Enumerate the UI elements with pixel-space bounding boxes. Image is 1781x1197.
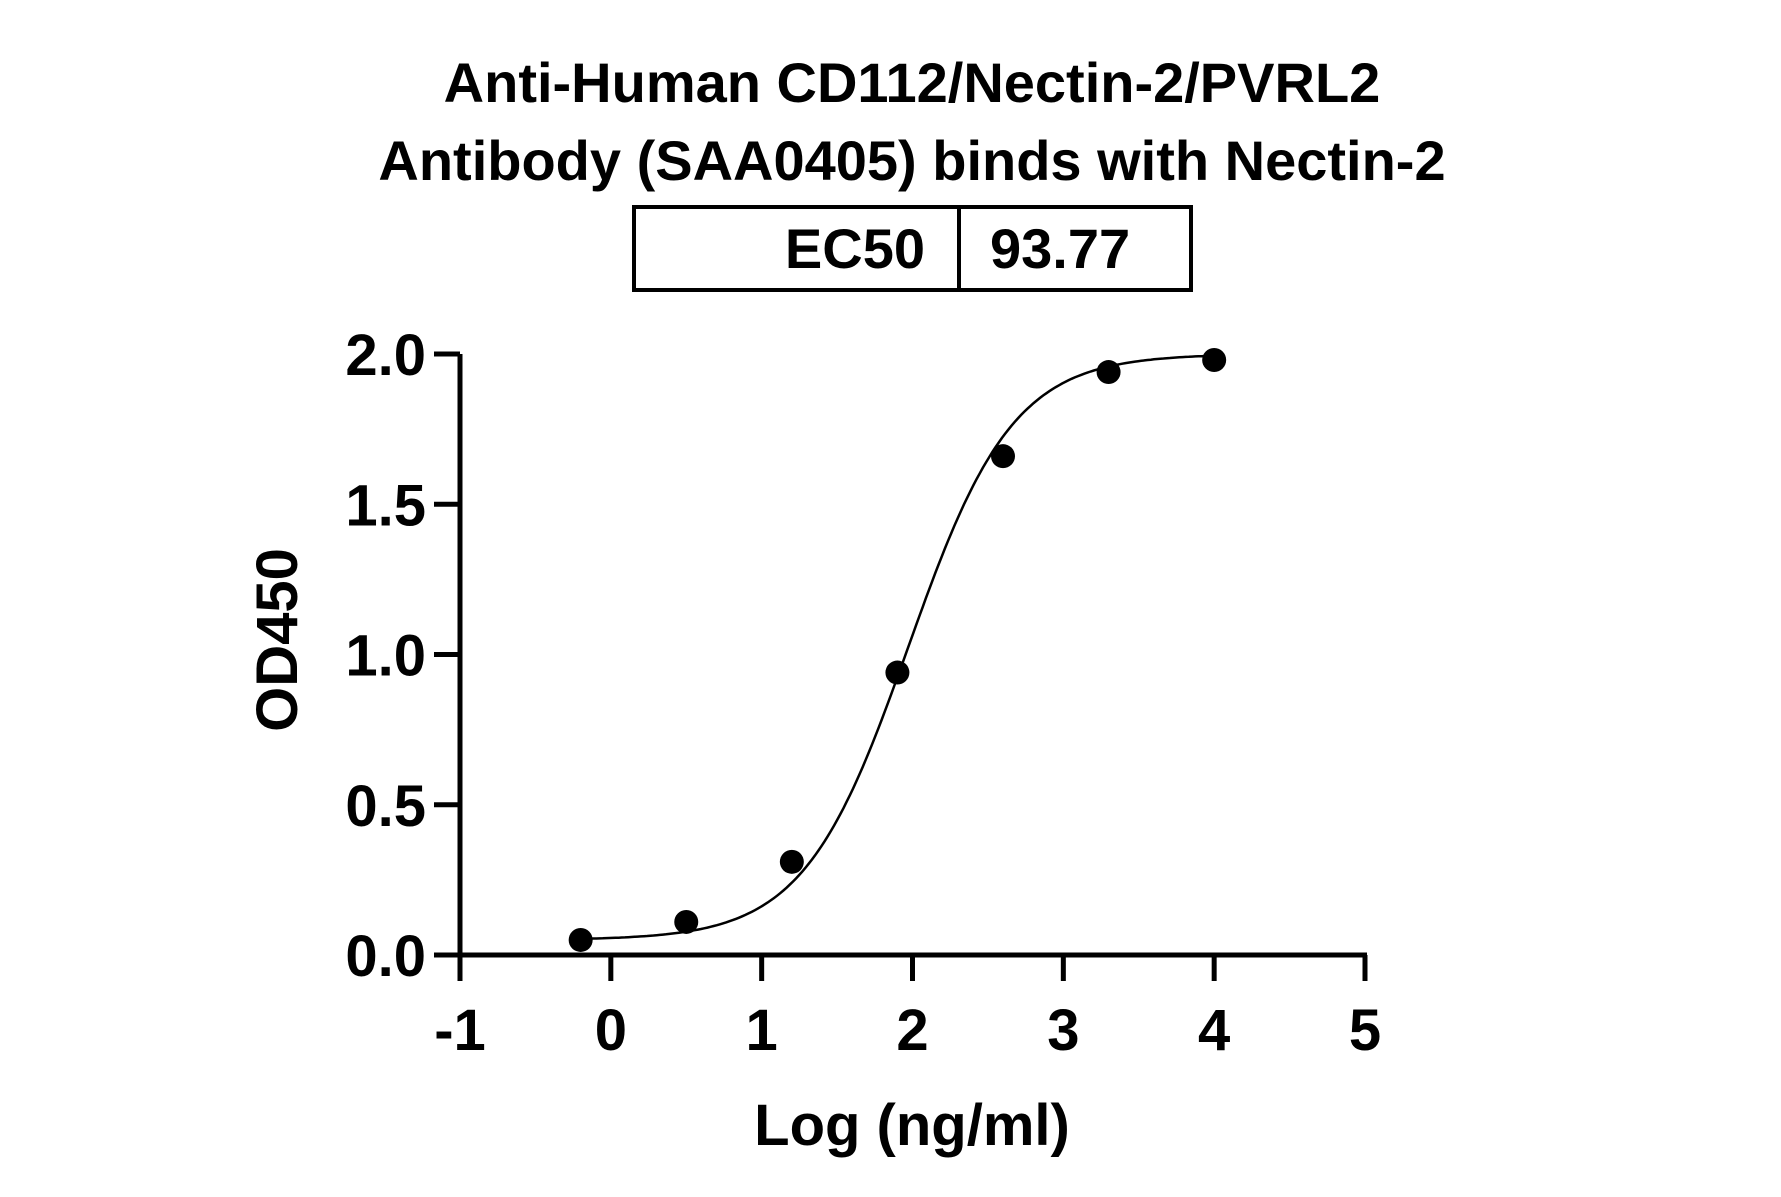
- data-point: [779, 849, 804, 874]
- data-point: [991, 444, 1015, 469]
- ec50-table: EC50 93.77: [632, 205, 1193, 292]
- y-tick-label: 0.5: [345, 774, 426, 839]
- data-point: [1202, 348, 1227, 373]
- data-points: [568, 348, 1227, 952]
- ec50-table-border: [632, 205, 1193, 292]
- axes: -1 0 1 2 3 4 5 0.0 0.5 1.0 1.5 2.0: [345, 323, 1381, 1063]
- chart-title-line-2: Antibody (SAA0405) binds with Nectin-2: [378, 129, 1445, 192]
- fit-curve: [580, 354, 1215, 941]
- chart-title-line-1: Anti-Human CD112/Nectin-2/PVRL2: [444, 51, 1381, 114]
- x-tick-label: 3: [1047, 998, 1079, 1063]
- x-tick-label: 5: [1349, 998, 1381, 1063]
- y-tick-label: 2.0: [345, 323, 426, 388]
- data-point: [674, 909, 699, 934]
- x-axis-label: Log (ng/ml): [754, 1093, 1070, 1158]
- x-tick-label: 2: [896, 998, 928, 1063]
- data-point: [1096, 360, 1121, 385]
- x-tick-label: 1: [746, 998, 778, 1063]
- x-tick-label: -1: [434, 998, 486, 1063]
- y-axis-label: OD450: [245, 548, 310, 732]
- data-point: [885, 660, 910, 685]
- y-tick-label: 1.0: [345, 624, 426, 689]
- ec50-value: 93.77: [990, 217, 1130, 280]
- x-tick-label: 4: [1198, 998, 1230, 1063]
- ec50-label: EC50: [785, 217, 925, 280]
- data-point: [568, 927, 593, 952]
- x-tick-label: 0: [595, 998, 627, 1063]
- y-tick-label: 0.0: [345, 924, 426, 989]
- y-tick-label: 1.5: [345, 473, 426, 538]
